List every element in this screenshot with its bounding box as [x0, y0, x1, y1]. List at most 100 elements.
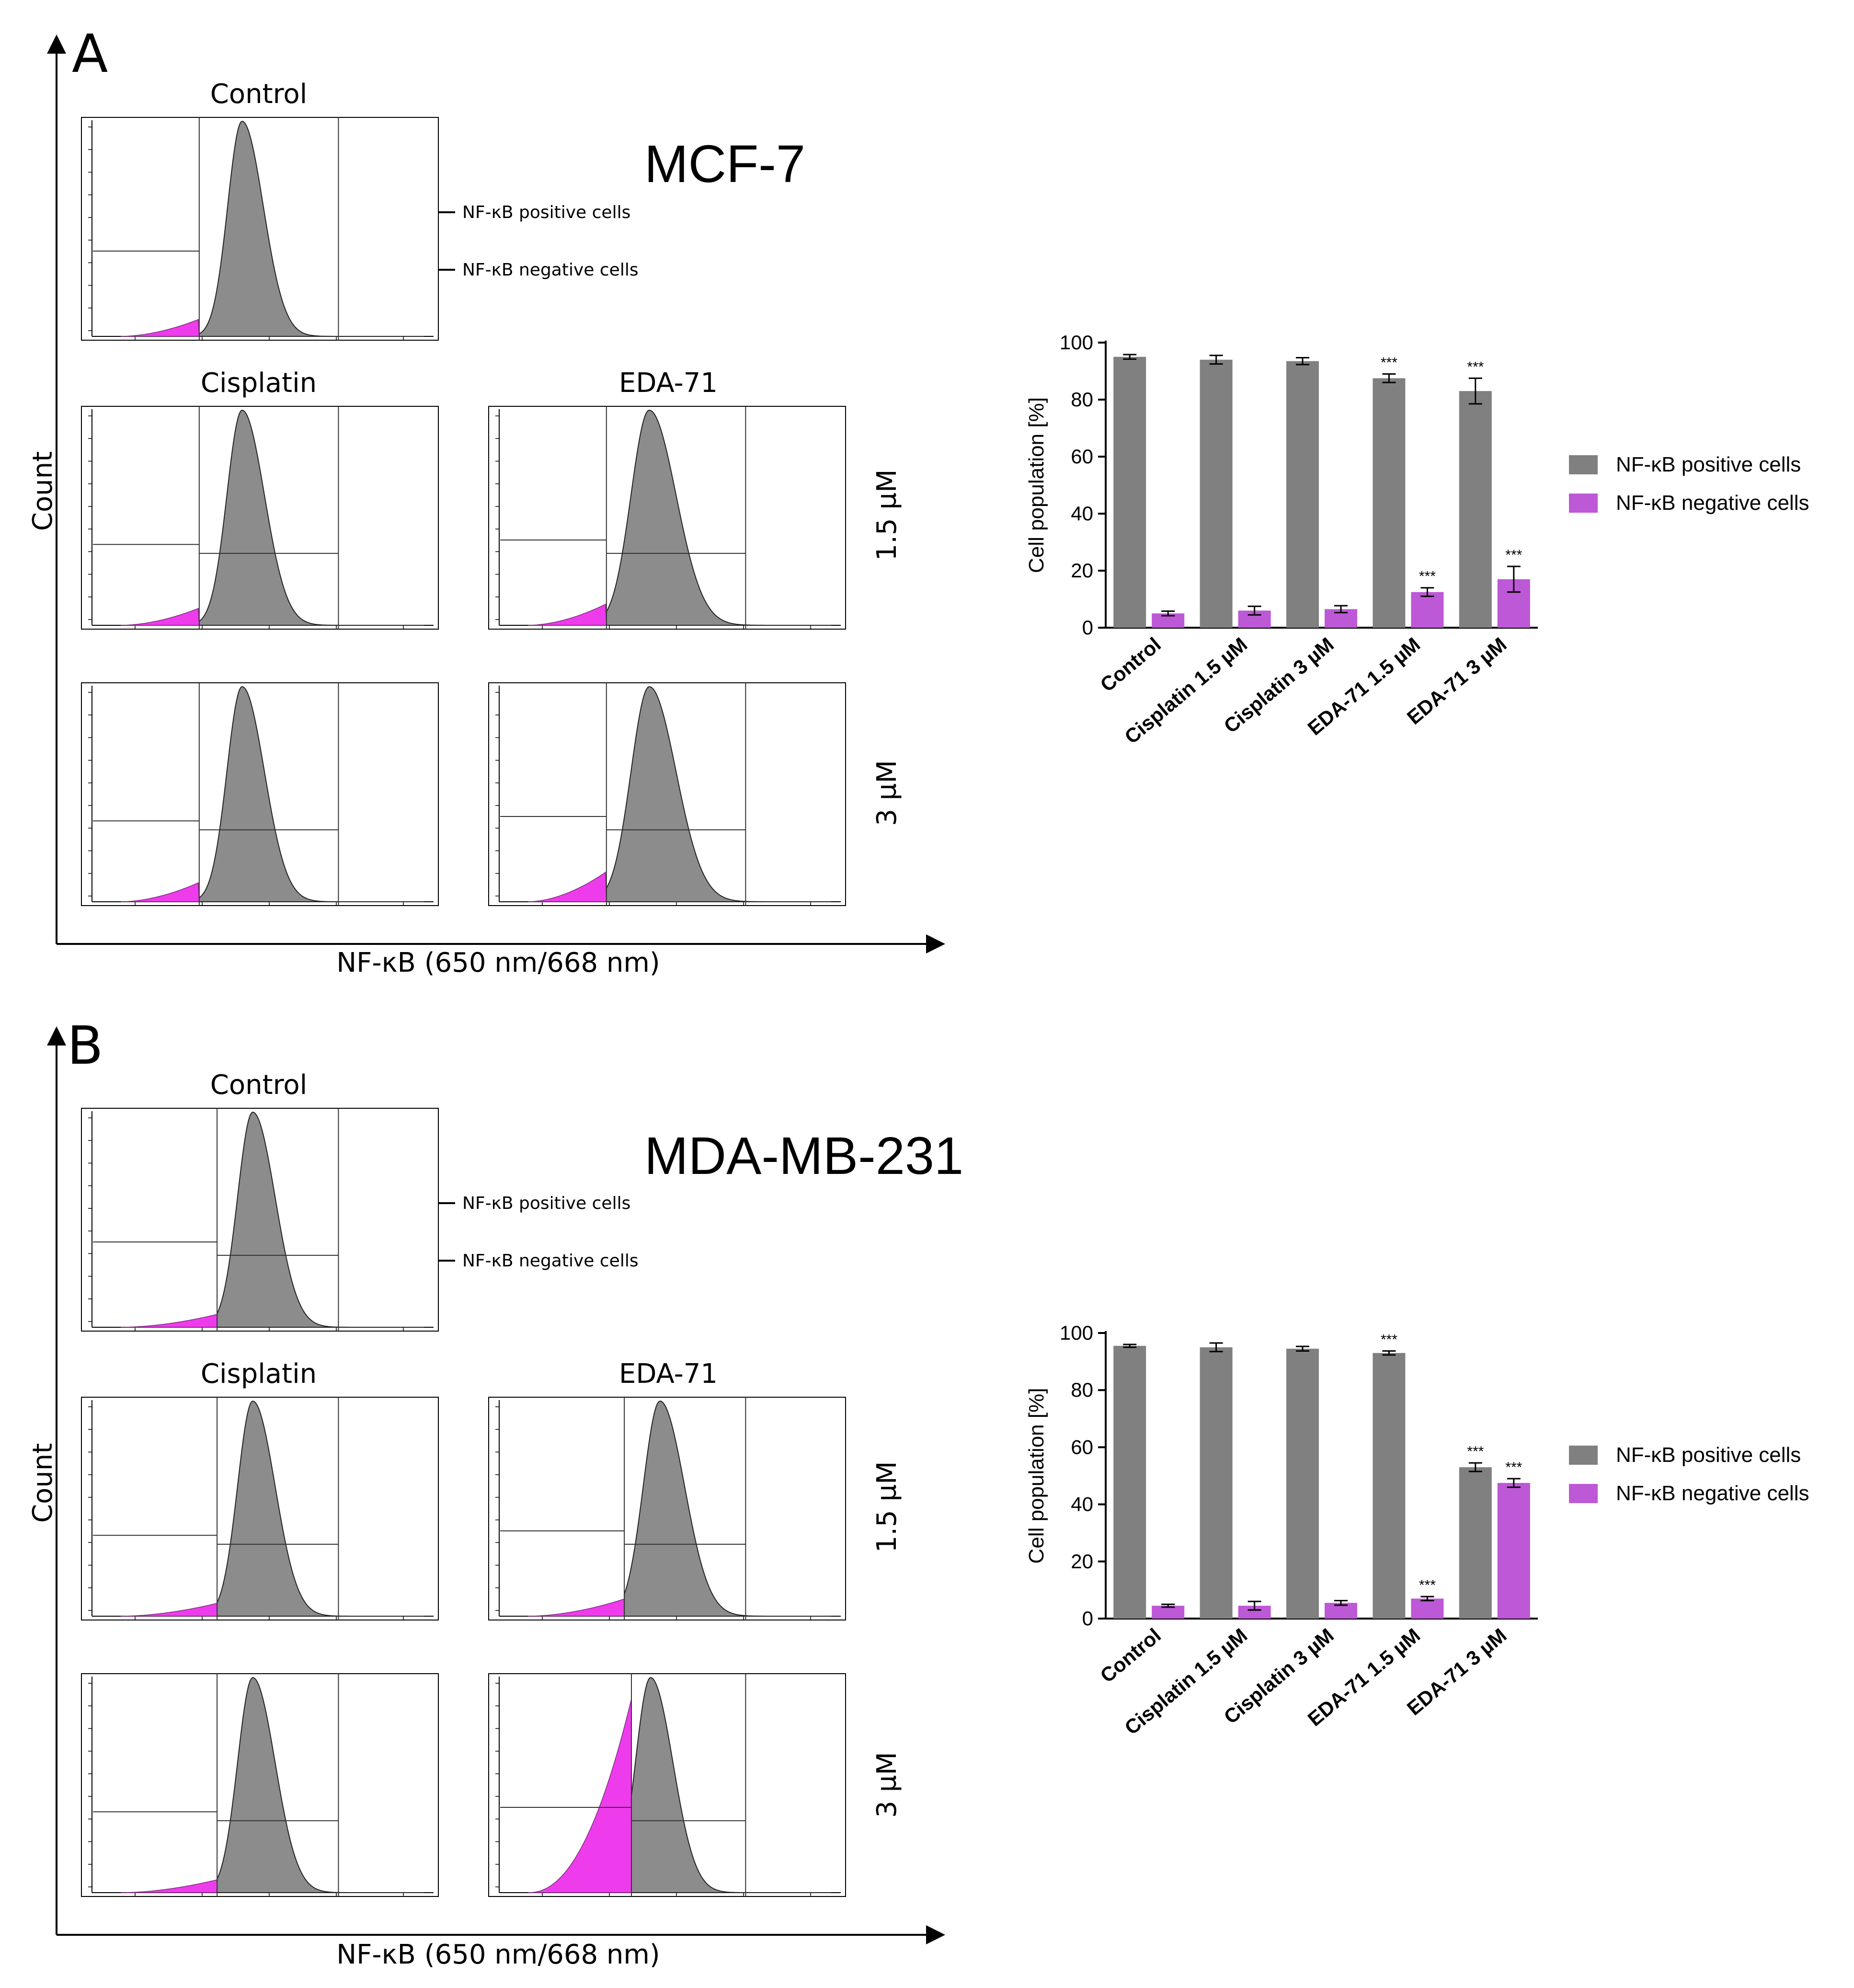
panel-a: A MCF-7 Count NF-κB (650 nm/668 nm) Cont…: [27, 23, 1809, 978]
legend-swatch: [1569, 494, 1598, 513]
histogram-negative-tail: [121, 1314, 217, 1328]
bar-y-axis-label: Cell population [%]: [1025, 397, 1048, 573]
bar-category-label: Control: [1096, 1624, 1165, 1687]
row-label-1-5: 1.5 µM: [871, 1461, 903, 1553]
bar-positive: [1113, 1345, 1146, 1619]
bar-positive: [1373, 1353, 1406, 1619]
negative-annotation: NF-κB negative cells: [462, 260, 639, 280]
bar-y-tick-label: 20: [1071, 1550, 1093, 1573]
histogram-positive-peak: [198, 686, 424, 902]
histogram-cis-3: [81, 682, 439, 906]
bar-y-tick-label: 0: [1082, 1607, 1093, 1630]
bar-negative: [1411, 592, 1444, 628]
legend-label: NF-κB negative cells: [1616, 491, 1809, 515]
histogram-positive-peak: [606, 686, 831, 902]
histogram-eda-3: [488, 1673, 846, 1897]
histogram-negative-tail: [528, 603, 607, 626]
histogram-control: [81, 1108, 439, 1332]
histogram-positive-peak: [217, 1111, 424, 1328]
histogram-negative-tail: [528, 1598, 625, 1617]
legend-label: NF-κB negative cells: [1616, 1482, 1809, 1505]
significance-marker: ***: [1419, 1577, 1436, 1593]
histogram-eda-1.5: [488, 1397, 846, 1620]
y-axis-label: Count: [27, 1443, 58, 1523]
histogram-positive-peak: [198, 409, 424, 626]
x-axis-label: NF-κB (650 nm/668 nm): [336, 947, 660, 978]
positive-annotation: NF-κB positive cells: [462, 1194, 630, 1213]
bar-negative: [1411, 1598, 1444, 1619]
bar-positive: [1200, 359, 1233, 628]
significance-marker: ***: [1505, 1459, 1522, 1475]
bar-y-tick-label: 80: [1071, 1379, 1093, 1401]
bar-y-tick-label: 40: [1071, 1493, 1093, 1516]
eda71-label: EDA-71: [619, 1358, 718, 1390]
significance-marker: ***: [1381, 355, 1397, 370]
bar-y-tick-label: 40: [1071, 502, 1093, 525]
histogram-cis-1.5: [81, 1397, 439, 1620]
panel-b: B MDA-MB-231 Count NF-κB (650 nm/668 nm)…: [27, 1015, 1809, 1970]
eda71-label: EDA-71: [619, 368, 718, 399]
panel-letter: B: [67, 1015, 103, 1076]
row-label-1-5: 1.5 µM: [871, 470, 903, 561]
significance-marker: ***: [1419, 569, 1436, 585]
histogram-positive-peak: [217, 1400, 424, 1617]
control-label: Control: [210, 79, 307, 110]
cisplatin-label: Cisplatin: [201, 1358, 317, 1390]
significance-marker: ***: [1505, 547, 1522, 563]
histogram-positive-peak: [606, 409, 831, 626]
histogram-negative-tail: [121, 319, 200, 337]
histogram-cis-3: [81, 1673, 439, 1897]
bar-y-tick-label: 100: [1060, 331, 1093, 354]
histogram-positive-peak: [198, 120, 424, 337]
control-label: Control: [210, 1069, 307, 1101]
x-axis-label: NF-κB (650 nm/668 nm): [336, 1939, 660, 1970]
histogram-cis-1.5: [81, 406, 439, 630]
histogram-positive-peak: [624, 1400, 831, 1617]
bar-y-tick-label: 20: [1071, 559, 1093, 582]
cisplatin-label: Cisplatin: [201, 368, 317, 399]
legend-swatch: [1569, 1446, 1598, 1465]
histogram-negative-tail: [121, 882, 200, 902]
histogram-negative-tail: [528, 1699, 632, 1893]
histogram-negative-tail: [121, 1603, 217, 1617]
significance-marker: ***: [1467, 359, 1484, 375]
bar-positive: [1459, 1467, 1492, 1619]
negative-annotation: NF-κB negative cells: [462, 1251, 639, 1271]
bar-positive: [1286, 361, 1319, 628]
bar-y-tick-label: 60: [1071, 445, 1093, 468]
histogram-negative-tail: [528, 872, 607, 902]
histogram-eda-1.5: [488, 406, 846, 630]
bar-positive: [1113, 356, 1146, 628]
y-axis-label: Count: [27, 451, 58, 531]
cell-line-title: MCF-7: [644, 135, 805, 194]
histogram-positive-peak: [631, 1677, 831, 1893]
legend-swatch: [1569, 455, 1598, 474]
histogram-negative-tail: [121, 1879, 217, 1893]
bar-positive: [1373, 378, 1406, 628]
bar-positive: [1200, 1347, 1233, 1619]
cell-line-title: MDA-MB-231: [644, 1126, 963, 1185]
significance-marker: ***: [1467, 1444, 1484, 1459]
significance-marker: ***: [1381, 1332, 1397, 1348]
bar-y-axis-label: Cell population [%]: [1025, 1388, 1048, 1564]
histogram-control: [81, 117, 439, 341]
row-label-3: 3 µM: [871, 1752, 903, 1817]
histogram-negative-tail: [121, 608, 200, 626]
positive-annotation: NF-κB positive cells: [462, 203, 630, 222]
bar-y-tick-label: 0: [1082, 616, 1093, 639]
legend-label: NF-κB positive cells: [1616, 1443, 1801, 1467]
bar-positive: [1459, 391, 1492, 628]
panel-letter: A: [72, 23, 108, 84]
bar-category-label: Control: [1096, 633, 1165, 696]
row-label-3: 3 µM: [871, 760, 903, 826]
bar-positive: [1286, 1348, 1319, 1619]
legend-swatch: [1569, 1484, 1598, 1503]
bar-y-tick-label: 100: [1060, 1322, 1093, 1344]
bar-negative: [1497, 1482, 1530, 1619]
bar-y-tick-label: 80: [1071, 388, 1093, 411]
bar-y-tick-label: 60: [1071, 1436, 1093, 1458]
histogram-positive-peak: [217, 1677, 424, 1893]
histogram-eda-3: [488, 682, 846, 906]
legend-label: NF-κB positive cells: [1616, 453, 1801, 476]
